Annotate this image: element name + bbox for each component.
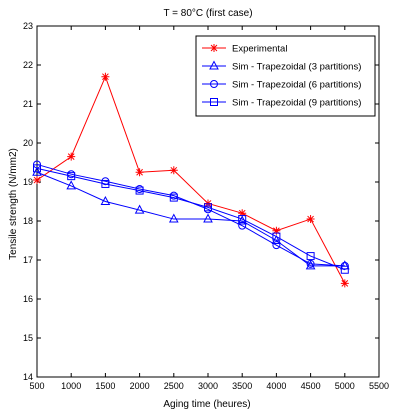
- data-point: [204, 203, 212, 212]
- data-point: [135, 168, 144, 177]
- series-4: [33, 164, 349, 274]
- data-point: [101, 72, 110, 81]
- data-point: [101, 179, 110, 188]
- x-tick-label: 2000: [130, 381, 150, 391]
- series-line: [36, 75, 346, 284]
- legend-marker: [210, 80, 218, 88]
- data-point: [169, 193, 178, 202]
- x-tick-label: 5000: [335, 381, 355, 391]
- legend-box: [195, 35, 376, 117]
- data-point: [203, 213, 213, 223]
- y-axis-label: Tensile strength (N/mm2): [8, 148, 19, 260]
- data-point: [33, 164, 41, 173]
- x-tick-label: 3000: [198, 381, 218, 391]
- data-point: [306, 252, 315, 261]
- legend-entry: Sim - Trapezoidal (3 partitions): [232, 62, 361, 73]
- y-tick-label: 23: [23, 21, 33, 31]
- data-point: [135, 186, 144, 195]
- x-tick-label: 2500: [164, 381, 184, 391]
- series-line: [36, 171, 345, 267]
- series-1: [33, 72, 349, 288]
- data-point: [306, 215, 315, 224]
- x-tick-label: 1000: [61, 381, 81, 391]
- data-point: [306, 259, 315, 268]
- y-tick-label: 15: [23, 333, 33, 343]
- data-point: [67, 152, 76, 161]
- x-tick-label: 500: [29, 381, 44, 391]
- legend: Experimental Sim - Trapezoidal (3 partiti…: [195, 35, 376, 117]
- data-point: [33, 176, 41, 185]
- legend-marker: [209, 60, 219, 70]
- series-line: [36, 167, 345, 271]
- y-tick-label: 21: [23, 99, 33, 109]
- data-point: [305, 260, 316, 270]
- data-point: [67, 172, 76, 181]
- data-point: [238, 209, 247, 218]
- data-point: [168, 213, 179, 223]
- y-tick-label: 22: [23, 60, 33, 70]
- legend-marker: [210, 44, 218, 52]
- y-tick-label: 18: [23, 216, 33, 226]
- data-point: [272, 232, 281, 241]
- y-tick-label: 16: [23, 294, 33, 304]
- data-point: [66, 180, 77, 190]
- x-axis-label: Aging time (heures): [163, 399, 250, 410]
- x-tick-label: 4500: [301, 381, 321, 391]
- legend-entry: Experimental: [232, 44, 287, 55]
- y-tick-label: 17: [23, 255, 33, 265]
- x-tick-label: 1500: [95, 381, 115, 391]
- data-point: [238, 215, 247, 224]
- legend-marker: [210, 98, 218, 106]
- y-tick-label: 20: [23, 138, 33, 148]
- chart-title: T = 80°C (first case): [163, 8, 252, 19]
- data-point: [134, 204, 145, 214]
- data-point: [340, 279, 349, 288]
- x-tick-label: 3500: [232, 381, 252, 391]
- y-tick-label: 14: [23, 372, 33, 382]
- x-tick-label: 5500: [369, 381, 389, 391]
- legend-entry: Sim - Trapezoidal (9 partitions): [232, 98, 361, 109]
- data-point: [272, 226, 281, 235]
- data-point: [272, 241, 281, 250]
- plot-area: 500 1000 1500 2000 2500 3000 3500 4000 4500 5000 5…: [23, 21, 389, 391]
- legend-entry: Sim - Trapezoidal (6 partitions): [232, 80, 361, 91]
- data-point: [340, 265, 349, 274]
- y-tick-label: 19: [23, 177, 33, 187]
- x-tick-label: 4000: [266, 381, 286, 391]
- data-point: [169, 166, 178, 175]
- data-point: [100, 195, 111, 205]
